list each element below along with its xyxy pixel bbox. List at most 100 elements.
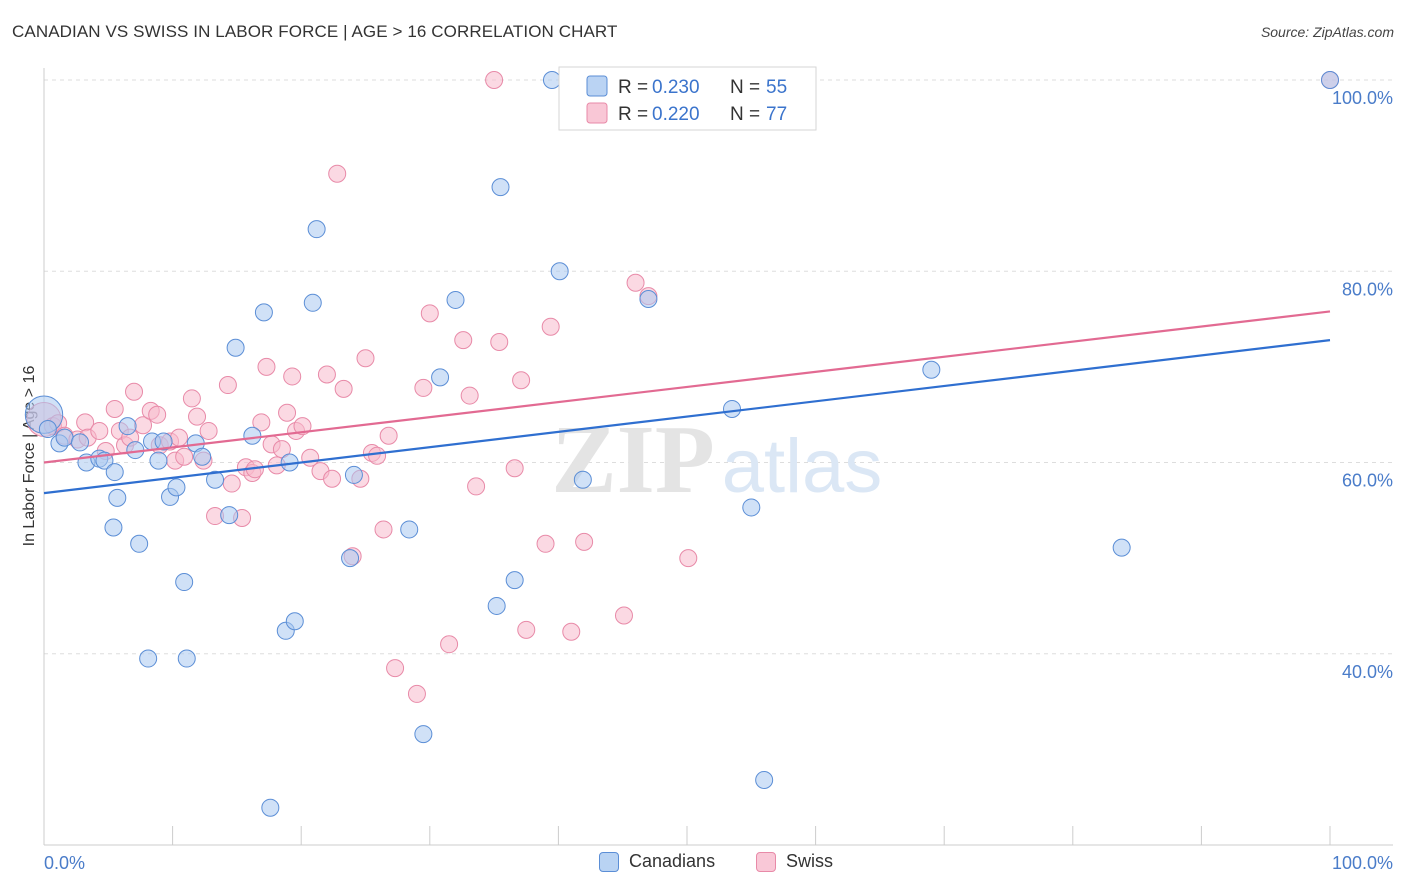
canadians-point	[254, 303, 273, 322]
trend-lines	[43, 310, 1331, 495]
legend-r-value-canadians: 0.230	[652, 77, 700, 98]
swiss-point	[293, 417, 312, 436]
canadians-point	[154, 432, 173, 451]
swiss-point	[148, 405, 167, 424]
swiss-point	[374, 520, 393, 539]
canadians-point	[105, 463, 124, 482]
swiss-point	[175, 447, 194, 466]
x-tick-marks	[172, 826, 1331, 845]
canadians-point	[573, 470, 592, 489]
canadians-point	[175, 573, 194, 592]
canadians-point	[130, 534, 149, 553]
canadians-point	[261, 798, 280, 817]
legend-top: R = 0.230 N = 55 R = 0.220 N = 77	[558, 66, 817, 131]
swiss-point	[454, 331, 473, 350]
canadians-point	[755, 770, 774, 789]
swiss-trend-line	[43, 310, 1331, 464]
canadians-point	[177, 649, 196, 668]
legend-n-label-swiss: N =	[730, 104, 760, 125]
swiss-point	[222, 474, 241, 493]
legend-item-canadians: Canadians	[599, 851, 715, 872]
swiss-point	[467, 477, 486, 496]
swiss-point	[356, 349, 375, 368]
canadians-point	[226, 338, 245, 357]
legend-item-swiss: Swiss	[756, 851, 833, 872]
canadians-point	[206, 470, 225, 489]
canadians-point	[220, 506, 239, 525]
canadians-point	[542, 71, 561, 89]
swiss-point	[278, 403, 297, 422]
swiss-point	[517, 620, 536, 639]
axes	[43, 68, 1393, 846]
canadians-point	[108, 488, 127, 507]
x-tick-labels: 0.0% 100.0%	[44, 853, 1393, 873]
legend-n-value-canadians: 55	[766, 77, 787, 98]
swiss-point	[679, 549, 698, 568]
legend-swatch-swiss	[586, 102, 608, 124]
canadians-point	[139, 649, 158, 668]
swiss-point	[170, 428, 189, 447]
canadians-point	[414, 725, 433, 744]
canadians-point	[550, 262, 569, 281]
swiss-point	[379, 426, 398, 445]
canadians-point	[400, 520, 419, 539]
canadians-point	[55, 428, 74, 447]
swiss-point	[252, 413, 271, 432]
y-tick-label: 60.0%	[1342, 471, 1393, 491]
canadians-point	[118, 417, 137, 436]
source-credit: Source: ZipAtlas.com	[1260, 24, 1394, 40]
canadians-point	[285, 612, 304, 631]
swiss-point	[440, 635, 459, 654]
swiss-point	[323, 469, 342, 488]
x-tick-label-min: 0.0%	[44, 853, 85, 873]
legend-label-swiss: Swiss	[786, 851, 834, 871]
swiss-point	[257, 357, 276, 376]
swiss-point	[512, 371, 531, 390]
swiss-point	[105, 399, 124, 418]
canadians-point	[341, 549, 360, 568]
swiss-point	[420, 304, 439, 323]
swiss-point	[90, 421, 109, 440]
swiss-point	[199, 421, 218, 440]
swiss-point	[626, 273, 645, 292]
canadians-point	[1321, 71, 1339, 89]
swiss-point	[334, 379, 353, 398]
canadians-point	[167, 478, 186, 497]
swiss-point	[317, 365, 336, 384]
swiss-point	[536, 534, 555, 553]
chart-title: CANADIAN VS SWISS IN LABOR FORCE | AGE >…	[12, 22, 618, 41]
swiss-point	[541, 317, 560, 336]
grid-lines	[44, 79, 1393, 655]
canadians-point	[38, 420, 57, 439]
legend-n-label-canadians: N =	[730, 77, 760, 98]
swiss-point	[407, 684, 426, 703]
watermark-atlas: atlas	[722, 424, 883, 509]
legend-bottom: Canadians Swiss	[0, 851, 1406, 879]
swiss-point	[328, 164, 347, 183]
swiss-point	[562, 622, 581, 641]
swiss-point	[188, 407, 207, 426]
swiss-point	[283, 367, 302, 386]
legend-swatch-canadians-bottom	[599, 851, 619, 872]
canadians-point	[344, 465, 363, 484]
swiss-point	[505, 459, 524, 478]
canadians-point	[303, 293, 322, 312]
swiss-point	[485, 71, 504, 89]
canadians-point	[922, 360, 941, 379]
swiss-point	[218, 376, 237, 395]
y-axis-label: In Labor Force | Age > 16	[21, 366, 38, 547]
canadians-point	[446, 290, 465, 309]
swiss-point	[614, 606, 633, 625]
swiss-point	[386, 659, 405, 678]
y-tick-labels: 40.0% 60.0% 80.0% 100.0%	[1332, 88, 1393, 682]
canadians-point	[505, 571, 524, 590]
canadians-point	[149, 451, 168, 470]
legend-swatch-canadians	[586, 75, 608, 97]
canadians-point	[71, 433, 90, 452]
swiss-point	[490, 333, 509, 352]
legend-label-canadians: Canadians	[629, 851, 716, 871]
canadians-point	[431, 368, 450, 387]
canadians-point	[193, 447, 212, 466]
legend-r-label-canadians: R =	[618, 77, 648, 98]
